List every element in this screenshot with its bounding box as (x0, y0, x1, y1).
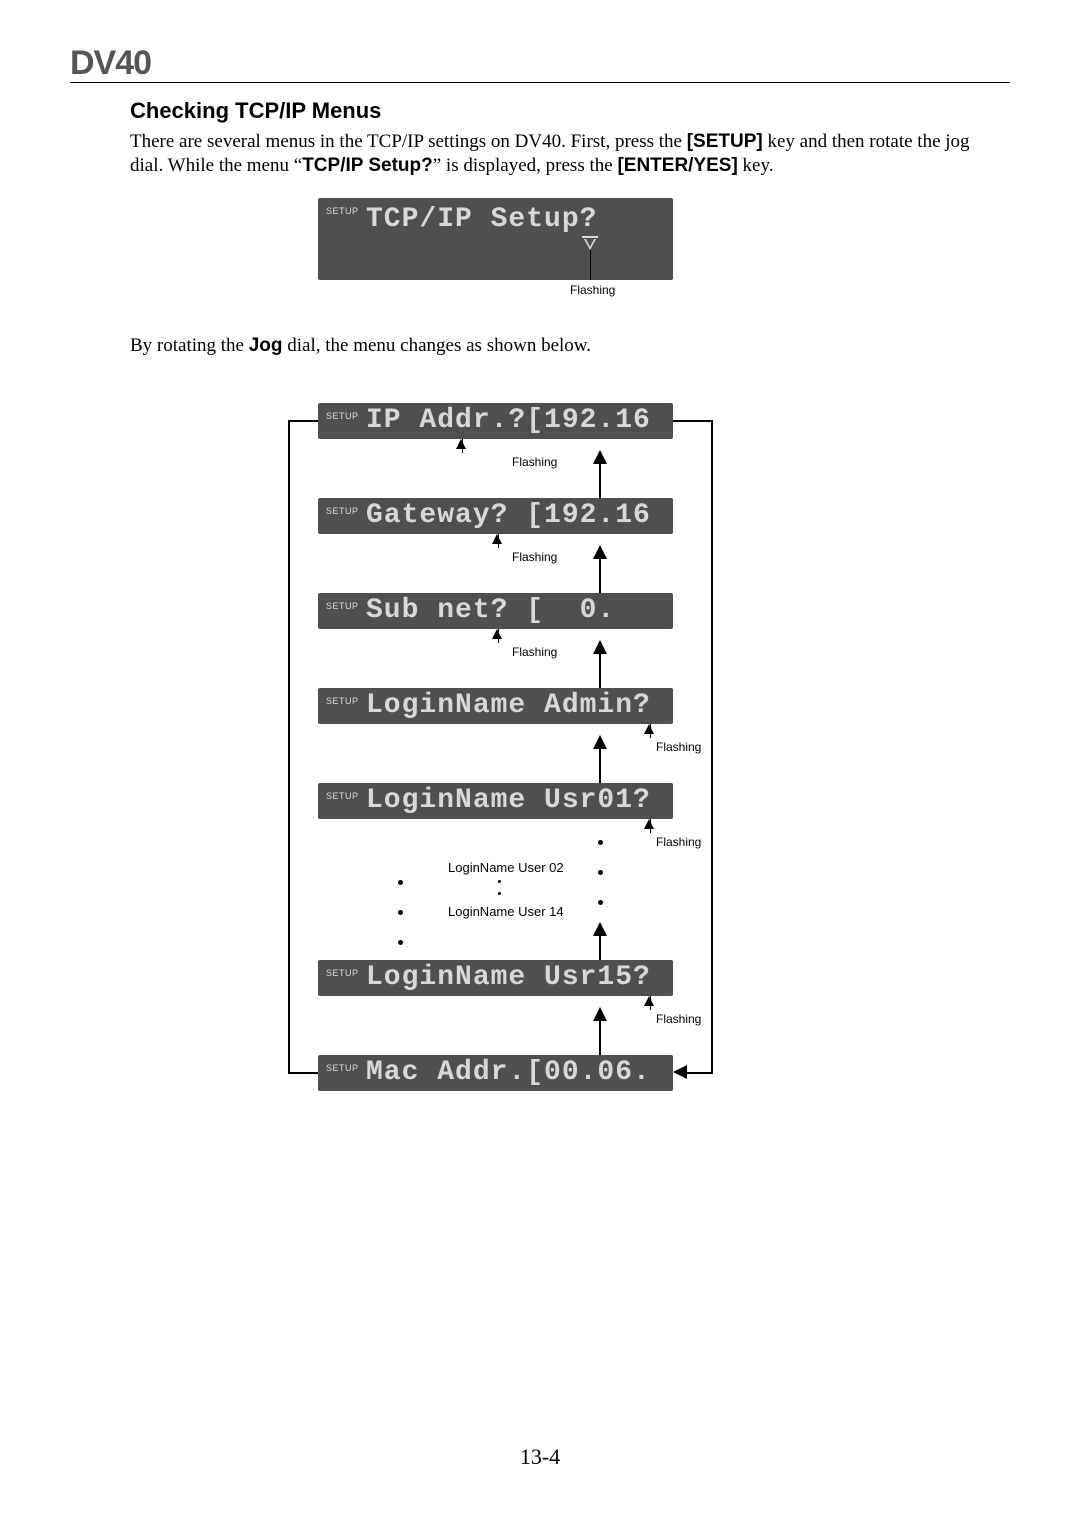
lcd-login-usr15: SETUP LoginName Usr15? (318, 960, 673, 996)
flashing-label-subnet: Flashing (512, 645, 557, 659)
flashing-label-top: Flashing (570, 283, 615, 297)
nav-line (599, 464, 601, 498)
nav-arrow-icon (593, 545, 607, 559)
jog-paragraph: By rotating the Jog dial, the menu chang… (130, 335, 1000, 357)
flash-arrow-icon (644, 996, 654, 1006)
nav-line (599, 654, 601, 688)
ellipsis-dot (498, 880, 501, 883)
flashing-label-gateway: Flashing (512, 550, 557, 564)
lcd-text-usr01: LoginName Usr01? (366, 785, 651, 816)
caption-user14: LoginName User 14 (448, 904, 564, 919)
loop-line (711, 420, 713, 1073)
tcpip-menu-name: TCP/IP Setup? (302, 155, 433, 176)
nav-line (599, 1021, 601, 1055)
flashing-label-admin: Flashing (656, 740, 701, 754)
enter-key-label: [ENTER/YES] (617, 155, 737, 176)
flashing-label-usr15: Flashing (656, 1012, 701, 1026)
nav-arrow-icon (593, 922, 607, 936)
lcd-ip-addr: SETUP IP Addr.?[192.16 (318, 403, 673, 439)
lcd-mac-addr: SETUP Mac Addr.[00.06. (318, 1055, 673, 1091)
loop-line (288, 420, 290, 1073)
flash-arrow-icon (644, 819, 654, 829)
loop-line (687, 1072, 713, 1074)
jog-label: Jog (249, 335, 283, 356)
page-number: 13-4 (0, 1444, 1080, 1470)
flashing-lead-line (590, 250, 591, 280)
ellipsis-dot (598, 840, 603, 845)
nav-arrow-icon (593, 450, 607, 464)
lcd-login-admin: SETUP LoginName Admin? (318, 688, 673, 724)
lcd-text-mac: Mac Addr.[00.06. (366, 1057, 651, 1088)
nav-arrow-icon (593, 640, 607, 654)
flash-arrow-icon (644, 724, 654, 734)
flash-arrow-icon (492, 629, 502, 639)
setup-badge: SETUP (326, 506, 359, 516)
lcd-gateway: SETUP Gateway? [192.16 (318, 498, 673, 534)
setup-badge: SETUP (326, 696, 359, 706)
header-rule (70, 82, 1010, 83)
ellipsis-dot (598, 870, 603, 875)
caption-user02: LoginName User 02 (448, 860, 564, 875)
lcd-text-usr15: LoginName Usr15? (366, 962, 651, 993)
caret-underline (582, 236, 598, 238)
para2-b: dial, the menu changes as shown below. (283, 335, 592, 356)
loop-arrow-icon (673, 1065, 687, 1079)
nav-line (599, 559, 601, 593)
ellipsis-dot (398, 940, 403, 945)
lcd-tcpip-setup: SETUP TCP/IP Setup? (318, 198, 673, 280)
nav-line (599, 936, 601, 960)
setup-badge: SETUP (326, 1063, 359, 1073)
para1-a: There are several menus in the TCP/IP se… (130, 131, 687, 152)
ellipsis-dot (498, 892, 501, 895)
nav-line (599, 749, 601, 783)
caret-arrow-icon (584, 239, 596, 250)
setup-badge: SETUP (326, 411, 359, 421)
lcd-text-gateway: Gateway? [192.16 (366, 500, 651, 531)
setup-badge: SETUP (326, 601, 359, 611)
setup-badge: SETUP (326, 791, 359, 801)
nav-arrow-icon (593, 735, 607, 749)
flash-arrow-icon (456, 439, 466, 449)
setup-badge: SETUP (326, 968, 359, 978)
lcd-text-admin: LoginName Admin? (366, 690, 651, 721)
para2-a: By rotating the (130, 335, 249, 356)
ellipsis-dot (398, 880, 403, 885)
ellipsis-dot (398, 910, 403, 915)
loop-line (288, 1072, 318, 1074)
setup-key-label: [SETUP] (687, 131, 763, 152)
device-logo: DV40 (70, 44, 151, 83)
setup-badge: SETUP (326, 206, 359, 216)
flashing-label-usr01: Flashing (656, 835, 701, 849)
lcd-text-tcpip: TCP/IP Setup? (366, 204, 597, 235)
section-heading: Checking TCP/IP Menus (130, 98, 381, 124)
lcd-subnet: SETUP Sub net? [ 0. (318, 593, 673, 629)
intro-paragraph: There are several menus in the TCP/IP se… (130, 130, 1000, 178)
lcd-login-usr01: SETUP LoginName Usr01? (318, 783, 673, 819)
lcd-text-subnet: Sub net? [ 0. (366, 595, 615, 626)
loop-line (673, 420, 713, 422)
para1-c: ” is displayed, press the (433, 155, 618, 176)
nav-arrow-icon (593, 1007, 607, 1021)
para1-d: key. (738, 155, 774, 176)
ellipsis-dot (598, 900, 603, 905)
flash-arrow-icon (492, 534, 502, 544)
loop-line (288, 420, 318, 422)
flashing-label-ip: Flashing (512, 455, 557, 469)
lcd-text-ip: IP Addr.?[192.16 (366, 405, 651, 436)
